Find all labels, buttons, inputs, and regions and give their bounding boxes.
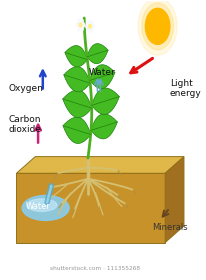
Text: shutterstock.com · 111355268: shutterstock.com · 111355268 [50,266,140,271]
Circle shape [87,27,90,32]
Circle shape [82,22,85,27]
Circle shape [87,20,90,25]
Polygon shape [87,44,108,64]
Text: Water: Water [89,67,116,77]
Circle shape [80,26,84,31]
Text: Water: Water [26,202,50,211]
Text: Minerals: Minerals [152,223,188,232]
Polygon shape [16,157,184,173]
Circle shape [85,24,89,29]
Circle shape [90,20,93,25]
Polygon shape [16,173,165,242]
Ellipse shape [22,195,69,220]
Polygon shape [63,90,92,118]
Text: Light
energy: Light energy [170,79,202,98]
Circle shape [89,24,91,28]
Polygon shape [65,46,87,67]
Polygon shape [63,117,91,143]
Circle shape [90,27,93,32]
Ellipse shape [27,199,57,211]
Text: Oxygen: Oxygen [9,84,44,93]
Polygon shape [90,65,115,88]
Polygon shape [165,157,184,242]
Polygon shape [91,114,117,139]
Polygon shape [64,67,90,92]
Circle shape [77,19,81,24]
Circle shape [76,22,80,27]
Circle shape [145,8,170,44]
Circle shape [77,26,81,31]
Text: Carbon
dioxide: Carbon dioxide [9,115,42,134]
Circle shape [142,3,173,50]
Circle shape [138,0,177,55]
Circle shape [79,23,82,27]
Circle shape [80,19,84,24]
Circle shape [91,24,95,29]
Polygon shape [92,88,119,114]
